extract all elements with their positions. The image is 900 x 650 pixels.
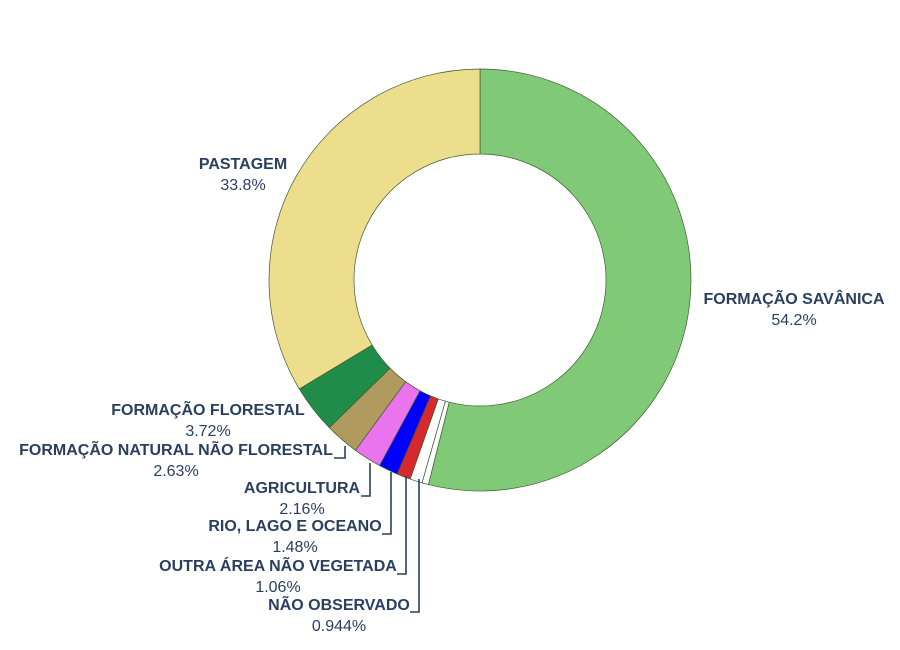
slice-label-nao-observado: NÃO OBSERVADO xyxy=(268,594,410,614)
slice-label-formacao-florestal: FORMAÇÃO FLORESTAL xyxy=(111,399,305,419)
slice-percent-formacao-savanica: 54.2% xyxy=(771,312,816,329)
slice-percent-formacao-natural-nao-florestal: 2.63% xyxy=(153,463,198,480)
slice-label-outra-area-nao-vegetada: OUTRA ÁREA NÃO VEGETADA xyxy=(159,555,397,575)
slice-percent-outra-area-nao-vegetada: 1.06% xyxy=(255,579,300,596)
slice-formacao-savanica[interactable] xyxy=(427,68,692,492)
slice-percent-rio-lago-e-oceano: 1.48% xyxy=(272,539,317,556)
leader-line-outra-area-nao-vegetada xyxy=(397,476,407,575)
leader-line-rio-lago-e-oceano xyxy=(382,472,392,535)
slice-percent-formacao-florestal: 3.72% xyxy=(185,423,230,440)
slice-label-agricultura: AGRICULTURA xyxy=(244,480,361,497)
slice-label-pastagem: PASTAGEM xyxy=(199,156,287,173)
slice-percent-pastagem: 33.8% xyxy=(220,177,265,194)
slice-percent-agricultura: 2.16% xyxy=(279,501,324,518)
slice-percent-nao-observado: 0.944% xyxy=(312,618,366,635)
slice-pastagem[interactable] xyxy=(268,68,481,390)
slice-label-formacao-natural-nao-florestal: FORMAÇÃO NATURAL NÃO FLORESTAL xyxy=(19,439,333,459)
leader-line-nao-observado xyxy=(410,479,420,613)
slice-label-rio-lago-e-oceano: RIO, LAGO E OCEANO xyxy=(208,518,381,535)
slice-label-formacao-savanica: FORMAÇÃO SAVÂNICA xyxy=(703,288,884,308)
leader-line-formacao-natural-nao-florestal xyxy=(334,446,346,459)
leader-line-agricultura xyxy=(361,463,371,497)
